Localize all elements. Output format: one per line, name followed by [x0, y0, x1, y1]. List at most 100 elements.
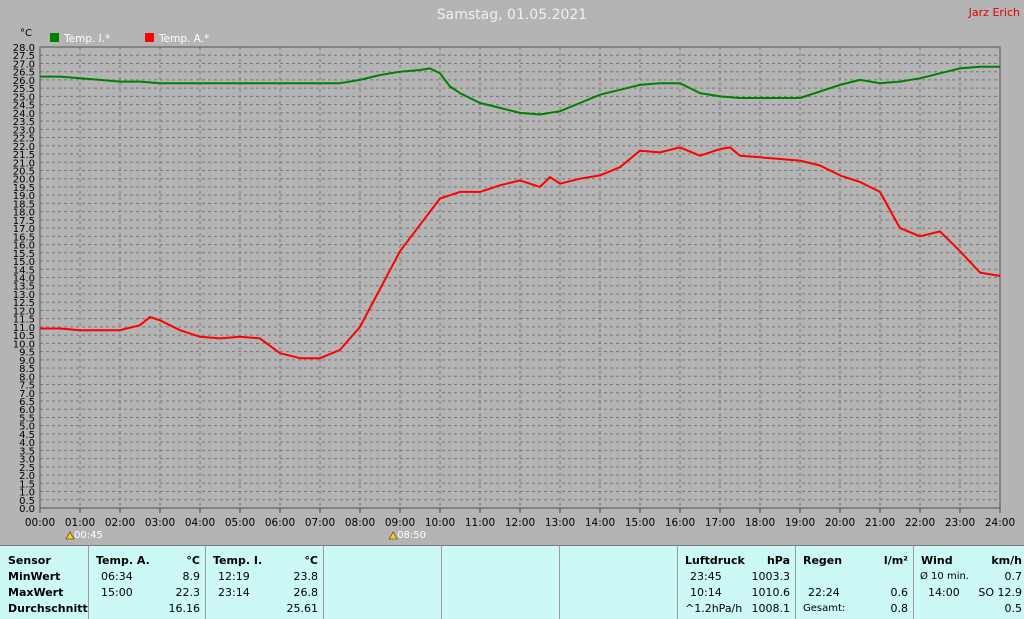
x-tick-label: 16:00 — [665, 517, 695, 529]
marker-label: 00:45 — [74, 530, 103, 541]
x-tick-label: 24:00 — [985, 517, 1015, 529]
y-tick-label: 7.0 — [19, 389, 35, 400]
y-tick-label: 20.0 — [13, 175, 35, 186]
wind-unit: km/h — [991, 554, 1022, 567]
y-axis-unit: °C — [20, 28, 32, 39]
x-tick-label: 08:00 — [345, 517, 375, 529]
legend-swatch — [50, 33, 59, 42]
y-tick-label: 11.5 — [13, 315, 35, 326]
regen-header: Regen — [803, 554, 843, 567]
y-tick-label: 17.5 — [13, 216, 35, 227]
series-line-temp-i — [40, 65, 1000, 116]
y-tick-label: 1.0 — [19, 488, 35, 499]
x-tick-label: 12:00 — [505, 517, 535, 529]
x-tick-label: 06:00 — [265, 517, 295, 529]
y-tick-label: 4.5 — [19, 430, 35, 441]
x-tick-label: 07:00 — [305, 517, 335, 529]
stats-col-regen: Regen l/m² 22:24 0.6 Gesamt: 0.8 — [795, 546, 914, 619]
wind-gust-time: 14:00 — [928, 586, 960, 599]
x-tick-label: 22:00 — [905, 517, 935, 529]
temp-i-min-time: 12:19 — [218, 570, 250, 583]
y-tick-label: 25.5 — [13, 84, 35, 95]
temperature-chart: 0.00.51.01.52.02.53.03.54.04.55.05.56.06… — [13, 28, 1015, 541]
legend-label: Temp. A.* — [158, 33, 209, 45]
temp-a-avg: 16.16 — [168, 602, 201, 615]
y-tick-label: 6.5 — [19, 397, 35, 408]
x-tick-label: 01:00 — [65, 517, 95, 529]
x-tick-label: 10:00 — [425, 517, 455, 529]
y-tick-label: 27.5 — [13, 51, 35, 62]
y-tick-label: 5.5 — [19, 413, 35, 424]
stats-col-empty-3 — [559, 546, 678, 619]
x-tick-label: 09:00 — [385, 517, 415, 529]
luftdruck-header: Luftdruck — [685, 554, 745, 567]
luftdruck-unit: hPa — [766, 554, 790, 567]
y-tick-label: 11.0 — [13, 323, 35, 334]
stats-col-empty-2 — [441, 546, 560, 619]
y-tick-label: 3.0 — [19, 455, 35, 466]
y-tick-label: 13.5 — [13, 282, 35, 293]
y-tick-label: 10.0 — [13, 339, 35, 350]
y-tick-label: 24.0 — [13, 109, 35, 120]
temp-a-max: 22.3 — [175, 586, 201, 599]
temp-i-header: Temp. I. — [213, 554, 263, 567]
y-tick-label: 16.5 — [13, 232, 35, 243]
x-tick-label: 17:00 — [705, 517, 735, 529]
y-tick-label: 26.0 — [13, 76, 35, 87]
stats-col-empty-1 — [323, 546, 442, 619]
y-tick-label: 2.0 — [19, 471, 35, 482]
x-tick-label: 20:00 — [825, 517, 855, 529]
temp-i-min: 23.8 — [293, 570, 319, 583]
y-tick-label: 27.0 — [13, 59, 35, 70]
y-tick-label: 18.5 — [13, 199, 35, 210]
wind-gust-value: SO 12.9 — [978, 586, 1022, 599]
luftdruck-min-time: 23:45 — [690, 570, 722, 583]
regen-time: 22:24 — [808, 586, 840, 599]
y-tick-label: 5.0 — [19, 422, 35, 433]
y-tick-label: 9.0 — [19, 356, 35, 367]
y-tick-label: 13.0 — [13, 290, 35, 301]
x-tick-label: 23:00 — [945, 517, 975, 529]
regen-value: 0.6 — [890, 586, 909, 599]
plot-border — [39, 46, 1001, 509]
y-tick-label: 14.5 — [13, 265, 35, 276]
y-tick-label: 10.5 — [13, 331, 35, 342]
stats-row-max: MaxWert — [8, 586, 64, 599]
y-tick-label: 17.0 — [13, 224, 35, 235]
y-tick-label: 0.0 — [19, 504, 35, 515]
stats-header-sensor: Sensor — [8, 554, 51, 567]
y-tick-label: 1.5 — [19, 479, 35, 490]
y-tick-label: 22.5 — [13, 134, 35, 145]
y-tick-label: 26.5 — [13, 68, 35, 79]
chart-area: 0.0 0.5 1.0 1.5 2.0 2.5 3.0 3.5 4.0 4.5 5.0 5.5 6.0 6… — [13, 28, 1015, 541]
temp-a-max-time: 15:00 — [101, 586, 133, 599]
y-tick-label: 19.0 — [13, 191, 35, 202]
regen-unit: l/m² — [883, 554, 908, 567]
y-tick-label: 16.0 — [13, 241, 35, 252]
x-tick-label: 13:00 — [545, 517, 575, 529]
temp-i-avg: 25.61 — [286, 602, 319, 615]
y-tick-label: 21.0 — [13, 158, 35, 169]
x-tick-label: 14:00 — [585, 517, 615, 529]
y-tick-label: 19.5 — [13, 183, 35, 194]
x-tick-label: 04:00 — [185, 517, 215, 529]
y-tick-label: 4.0 — [19, 438, 35, 449]
temp-i-max-time: 23:14 — [218, 586, 250, 599]
x-tick-label: 11:00 — [465, 517, 495, 529]
luftdruck-max-time: 10:14 — [690, 586, 722, 599]
x-tick-label: 18:00 — [745, 517, 775, 529]
y-tick-label: 8.5 — [19, 364, 35, 375]
luftdruck-trend-label: ^1.2hPa/h — [685, 602, 743, 615]
y-tick-label: 25.0 — [13, 92, 35, 103]
temp-a-min: 8.9 — [182, 570, 201, 583]
stats-panel: Sensor MinWert MaxWert Durchschnitt Temp… — [0, 545, 1024, 619]
chart-title: Samstag, 01.05.2021 — [436, 7, 588, 23]
regen-total-label: Gesamt: — [803, 603, 846, 614]
luftdruck-trend-value: 1008.1 — [751, 602, 791, 615]
temp-i-max: 26.8 — [293, 586, 319, 599]
temp-a-header: Temp. A. — [96, 554, 150, 567]
series-line-temp-a — [40, 146, 1001, 360]
temp-a-unit: °C — [186, 554, 200, 567]
author-label: Jarz Erich — [968, 6, 1020, 19]
wind-avg-day: 0.5 — [1004, 602, 1023, 615]
